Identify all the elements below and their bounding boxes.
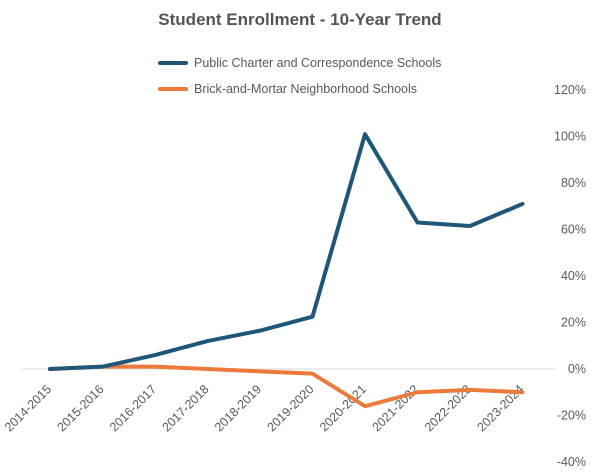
chart-title: Student Enrollment - 10-Year Trend bbox=[158, 10, 442, 29]
x-tick-label: 2016-2017 bbox=[107, 382, 159, 434]
y-tick-label: 80% bbox=[561, 176, 586, 190]
legend-item-brick-and-mortar: Brick-and-Mortar Neighborhood Schools bbox=[158, 76, 441, 102]
y-tick-label: 0% bbox=[568, 362, 586, 376]
legend-item-public-charter: Public Charter and Correspondence School… bbox=[158, 50, 441, 76]
legend: Public Charter and Correspondence School… bbox=[158, 50, 441, 102]
y-tick-label: -40% bbox=[557, 455, 586, 469]
series-line-public-charter bbox=[48, 132, 525, 371]
x-tick-label: 2019-2020 bbox=[264, 382, 316, 434]
y-tick-label: 40% bbox=[561, 269, 586, 283]
y-tick-label: 120% bbox=[554, 83, 586, 97]
x-tick-label: 2017-2018 bbox=[159, 382, 211, 434]
y-tick-label: -20% bbox=[557, 409, 586, 423]
legend-label-public-charter: Public Charter and Correspondence School… bbox=[194, 56, 442, 70]
x-tick-label: 2020-2021 bbox=[317, 382, 369, 434]
x-tick-label: 2021-2022 bbox=[369, 382, 421, 434]
series-line-brick-and-mortar bbox=[48, 364, 525, 409]
x-tick-label: 2018-2019 bbox=[212, 382, 264, 434]
legend-label-brick-and-mortar: Brick-and-Mortar Neighborhood Schools bbox=[194, 82, 418, 96]
y-tick-label: 20% bbox=[561, 316, 586, 330]
legend-swatch-brick-and-mortar bbox=[158, 87, 188, 91]
x-tick-label: 2015-2016 bbox=[54, 382, 106, 434]
y-tick-label: 100% bbox=[554, 130, 586, 144]
x-tick-label: 2014-2015 bbox=[2, 382, 54, 434]
legend-swatch-public-charter bbox=[158, 61, 188, 65]
y-tick-label: 60% bbox=[561, 223, 586, 237]
